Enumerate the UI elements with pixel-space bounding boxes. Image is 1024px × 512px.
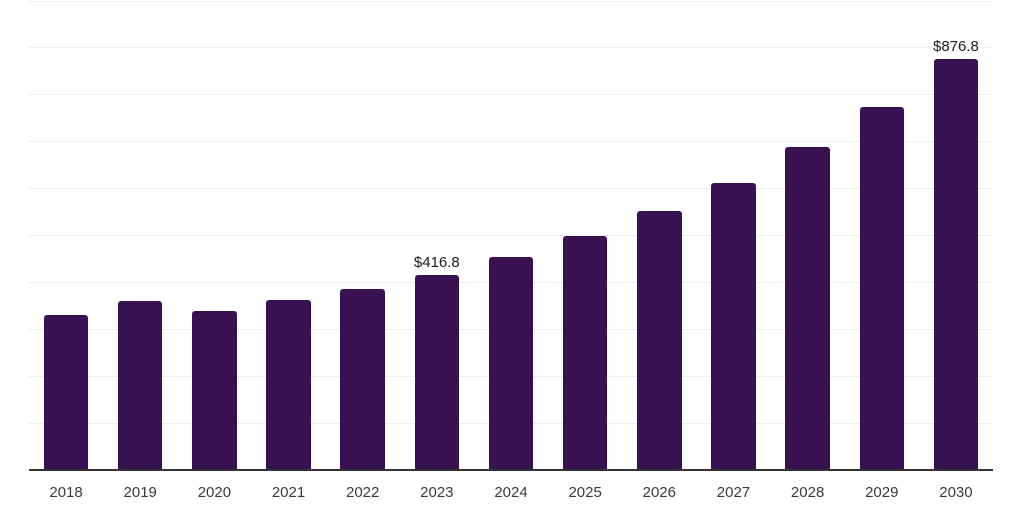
x-tick-label-2022: 2022 (346, 484, 380, 501)
bar-2029 (859, 107, 905, 470)
bar-2023 (414, 274, 460, 470)
data-label-2030: $876.8 (932, 37, 979, 55)
bar-2021 (266, 300, 311, 470)
x-tick-label-2018: 2018 (49, 484, 83, 501)
x-tick-label-2026: 2026 (642, 484, 676, 501)
bar-2030 (933, 58, 979, 470)
x-tick-label-2028: 2028 (790, 484, 825, 501)
x-tick-label-2020: 2020 (197, 484, 232, 501)
x-axis-labels: 2018 2019 2020 2021 2022 2023 2024 2025 2026 2027… (29, 484, 993, 506)
bar-2027 (711, 182, 756, 470)
bar-2025 (562, 235, 608, 470)
x-tick-label-2029: 2029 (865, 484, 899, 501)
data-label-2023: $416.8 (413, 253, 460, 271)
gridline (29, 235, 993, 236)
gridline (29, 188, 993, 190)
bar-2018 (43, 314, 89, 470)
plot-area: $416.8 $876.8 (29, 0, 993, 471)
x-tick-label-2025: 2025 (568, 484, 602, 501)
x-tick-label-2027: 2027 (716, 484, 751, 501)
gridline (29, 141, 993, 143)
bar-2020 (192, 310, 237, 470)
x-tick-label-2021: 2021 (271, 484, 306, 501)
bar-2024 (488, 257, 534, 470)
bar-2019 (117, 300, 163, 470)
x-tick-label-2019: 2019 (123, 484, 157, 501)
x-axis-line (29, 469, 993, 471)
x-tick-label-2030: 2030 (939, 484, 973, 501)
bar-2028 (785, 146, 830, 470)
x-tick-label-2023: 2023 (420, 484, 454, 501)
gridline (29, 47, 993, 49)
gridline (29, 94, 993, 96)
gridline (29, 0, 993, 2)
x-tick-label-2024: 2024 (494, 484, 528, 501)
bar-2026 (637, 211, 682, 470)
bar-2022 (340, 288, 385, 470)
